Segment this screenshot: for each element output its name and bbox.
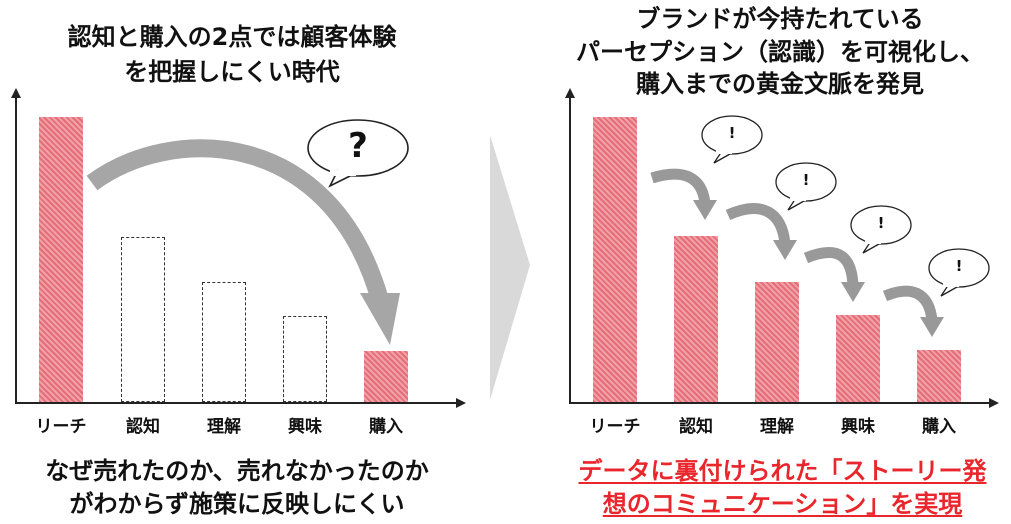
- left-caption-line-2: がわからず施策に反映しにくい: [69, 490, 405, 518]
- exclamation-mark: !: [877, 214, 885, 232]
- left-title-line-1: 認知と購入の2点では顧客体験: [67, 23, 397, 51]
- left-y-axis: [15, 96, 17, 404]
- right-category-purchase: 購入: [922, 417, 956, 437]
- right-title-line-2: パーセプション（認識）を可視化し、: [576, 38, 984, 66]
- right-category-reach: リーチ: [589, 417, 641, 437]
- left-title-line-2: を把握しにくい時代: [124, 58, 340, 86]
- right-category-awareness: 認知: [679, 417, 713, 437]
- left-category-interest: 興味: [288, 417, 322, 437]
- left-category-understanding: 理解: [207, 417, 241, 437]
- right-caption-line-2: 想のコミュニケーション」を実現: [602, 490, 963, 518]
- left-bar-purchase: [364, 351, 408, 402]
- left-category-awareness: 認知: [126, 417, 160, 437]
- speech-bubble-icon: [775, 162, 837, 211]
- right-x-axis: [569, 402, 991, 404]
- speech-bubble-icon: [928, 248, 990, 297]
- speech-bubble-icon: [850, 205, 912, 254]
- left-x-axis: [15, 402, 458, 404]
- left-category-reach: リーチ: [35, 417, 87, 437]
- left-bar-understanding: [202, 282, 246, 402]
- exclamation-mark: !: [802, 171, 810, 189]
- right-bar-understanding: [755, 282, 799, 402]
- right-bar-purchase: [917, 350, 961, 402]
- left-bar-reach: [39, 117, 83, 402]
- left-bar-awareness: [121, 237, 165, 402]
- right-title-line-3: 購入までの黄金文脈を発見: [636, 70, 924, 98]
- right-bar-interest: [836, 315, 880, 402]
- chevron-right-icon: [490, 135, 530, 400]
- speech-bubble-icon: [701, 115, 763, 164]
- right-y-axis-arrowhead: [565, 88, 575, 98]
- right-x-axis-arrowhead: [989, 398, 999, 408]
- right-title-line-1: ブランドが今持たれている: [636, 5, 924, 33]
- speech-bubble-icon: [307, 119, 409, 188]
- left-category-purchase: 購入: [369, 417, 403, 437]
- right-bar-awareness: [674, 236, 718, 402]
- exclamation-mark: !: [728, 124, 736, 142]
- right-y-axis: [569, 96, 571, 404]
- right-category-interest: 興味: [841, 417, 875, 437]
- right-category-understanding: 理解: [760, 417, 794, 437]
- left-caption-line-1: なぜ売れたのか、売れなかったのか: [45, 457, 429, 485]
- left-y-axis-arrowhead: [11, 88, 21, 98]
- right-caption-line-1: データに裏付けられた「ストーリー発: [578, 457, 987, 485]
- right-bar-reach: [593, 117, 637, 402]
- exclamation-mark: !: [955, 257, 963, 275]
- left-bar-interest: [283, 316, 327, 402]
- left-x-axis-arrowhead: [456, 398, 466, 408]
- question-mark: ?: [348, 126, 368, 166]
